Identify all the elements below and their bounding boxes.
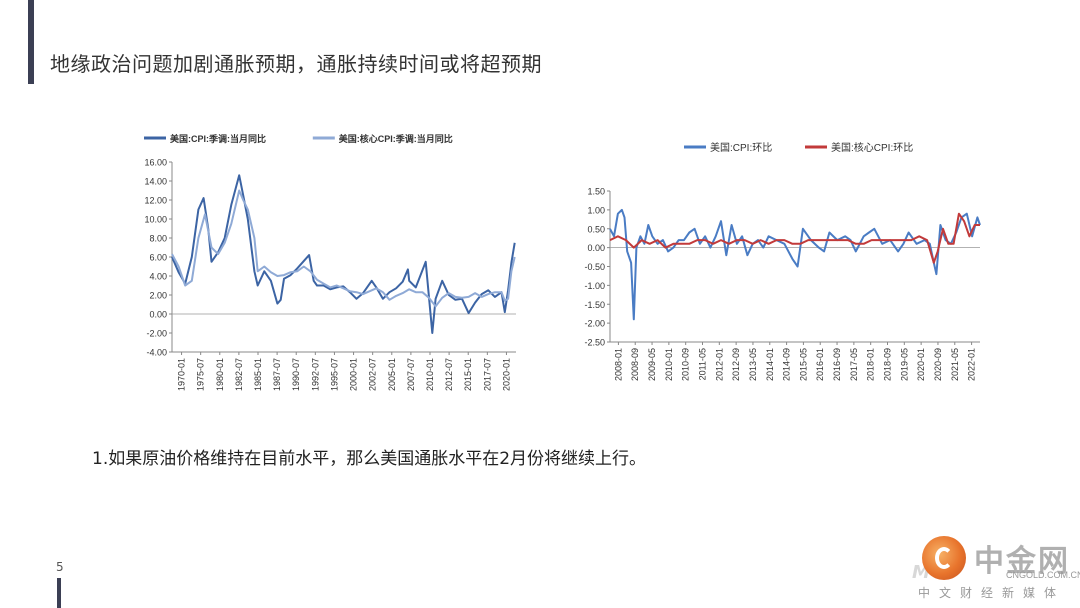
left-y-tick-label-10: -4.00 [146,348,167,358]
right-y-tick-label-5: -1.00 [584,281,605,291]
left-x-tick-label-17: 2020-01 [501,358,511,391]
left-y-tick-label-2: 12.00 [144,196,167,206]
right-y-tick-label-7: -2.00 [584,319,605,329]
watermark-subtitle: 中文财经新媒体 [918,586,1066,600]
chart-left-svg: 美国:CPI:季调:当月同比 美国:核心CPI:季调:当月同比 16.00 14.00… [144,133,516,391]
right-y-tick-label-1: 1.00 [587,205,605,215]
right-y-tick-label-4: -0.50 [584,262,605,272]
left-series-line-0 [171,174,516,334]
right-x-tick-label-8: 2013-05 [748,348,758,381]
right-x-tick-label-4: 2010-09 [681,348,691,381]
left-series-line-1 [171,189,516,308]
right-x-tick-label-18: 2020-01 [916,348,926,381]
watermark-brand: 中金网 [974,544,1070,579]
right-y-tick-label-8: -2.50 [584,338,605,348]
left-x-tick-label-5: 1987-07 [272,358,282,391]
page-number: 5 [56,560,64,574]
right-series-line-1 [609,212,980,264]
right-x-tick-label-9: 2014-01 [765,348,775,381]
left-x-tick-label-13: 2010-01 [425,358,435,391]
right-x-tick-label-16: 2018-09 [883,348,893,381]
right-x-tick-label-10: 2014-09 [782,348,792,381]
right-x-tick-label-5: 2011-05 [698,348,708,380]
left-legend-label-0: 美国:CPI:季调:当月同比 [170,133,266,144]
left-x-tick-label-12: 2007-07 [406,358,416,391]
right-x-tick-label-2: 2009-05 [647,348,657,381]
left-y-tick-label-4: 8.00 [149,234,167,244]
right-legend-label-0: 美国:CPI:环比 [710,141,772,154]
watermark: M 中金网 CNGOLD.COM.CN 中文财经新媒体 [912,532,1080,604]
left-y-tick-label-7: 2.00 [149,291,167,301]
left-y-tick-label-8: 0.00 [149,310,167,320]
page-title: 地缘政治问题加剧通胀预期，通胀持续时间或将超预期 [50,52,542,76]
right-x-tick-label-7: 2012-09 [731,348,741,381]
left-x-tick-label-15: 2015-01 [463,358,473,391]
watermark-url: CNGOLD.COM.CN [1006,570,1080,580]
right-x-tick-label-0: 2008-01 [613,348,623,381]
right-x-tick-label-3: 2010-01 [664,348,674,381]
accent-bar-bottom [57,578,61,608]
chart-left-cpi-yoy: 美国:CPI:季调:当月同比 美国:核心CPI:季调:当月同比 16.00 14.00… [134,126,524,406]
right-legend-label-1: 美国:核心CPI:环比 [831,141,913,154]
right-x-tick-label-11: 2015-05 [798,348,808,381]
right-x-tick-label-21: 2022-01 [967,348,977,381]
left-x-tick-label-8: 1995-07 [329,358,339,391]
left-x-tick-label-3: 1982-07 [234,358,244,391]
chart-right-svg: 美国:CPI:环比 美国:核心CPI:环比 1.50 1.00 0.50 0.00 -0.5… [584,141,981,381]
left-x-tick-label-2: 1980-01 [215,358,225,391]
right-x-tick-label-6: 2012-01 [714,348,724,381]
left-x-tick-label-9: 2000-01 [349,358,359,391]
right-series-line-0 [609,208,981,321]
right-x-tick-label-14: 2017-05 [849,348,859,381]
body-text: 1.如果原油价格维持在目前水平，那么美国通胀水平在2月份将继续上行。 [92,449,647,469]
left-x-tick-label-6: 1990-07 [291,358,301,391]
left-legend-label-1: 美国:核心CPI:季调:当月同比 [339,133,453,144]
right-y-tick-label-2: 0.50 [587,224,605,234]
right-x-tick-label-1: 2008-09 [630,348,640,381]
right-x-tick-label-15: 2018-01 [866,348,876,381]
right-x-tick-label-19: 2020-09 [933,348,943,381]
right-y-tick-label-6: -1.50 [584,300,605,310]
left-y-tick-label-6: 4.00 [149,272,167,282]
accent-bar-top [28,0,34,84]
left-x-tick-label-1: 1975-07 [196,358,206,391]
left-x-tick-label-11: 2005-01 [387,358,397,391]
left-y-tick-label-3: 10.00 [144,215,167,225]
left-y-tick-label-1: 14.00 [144,177,167,187]
right-y-tick-label-0: 1.50 [587,187,605,197]
left-x-tick-label-0: 1970-01 [177,358,187,391]
left-x-tick-label-10: 2002-07 [368,358,378,391]
left-y-tick-label-0: 16.00 [144,158,167,168]
watermark-logo-icon [922,536,966,580]
right-x-tick-label-13: 2016-09 [832,348,842,381]
left-x-tick-label-14: 2012-07 [444,358,454,391]
right-x-tick-label-12: 2016-01 [815,348,825,381]
left-x-tick-label-4: 1985-01 [253,358,263,391]
left-y-tick-label-5: 6.00 [149,253,167,263]
chart-right-cpi-mom: 美国:CPI:环比 美国:核心CPI:环比 1.50 1.00 0.50 0.00 -0.5… [580,136,990,386]
left-y-tick-label-9: -2.00 [146,329,167,339]
left-x-tick-label-16: 2017-07 [482,358,492,391]
right-x-tick-label-17: 2019-05 [899,348,909,381]
right-y-tick-label-3: 0.00 [587,243,605,253]
right-x-tick-label-20: 2021-05 [950,348,960,381]
left-x-tick-label-7: 1992-07 [310,358,320,391]
